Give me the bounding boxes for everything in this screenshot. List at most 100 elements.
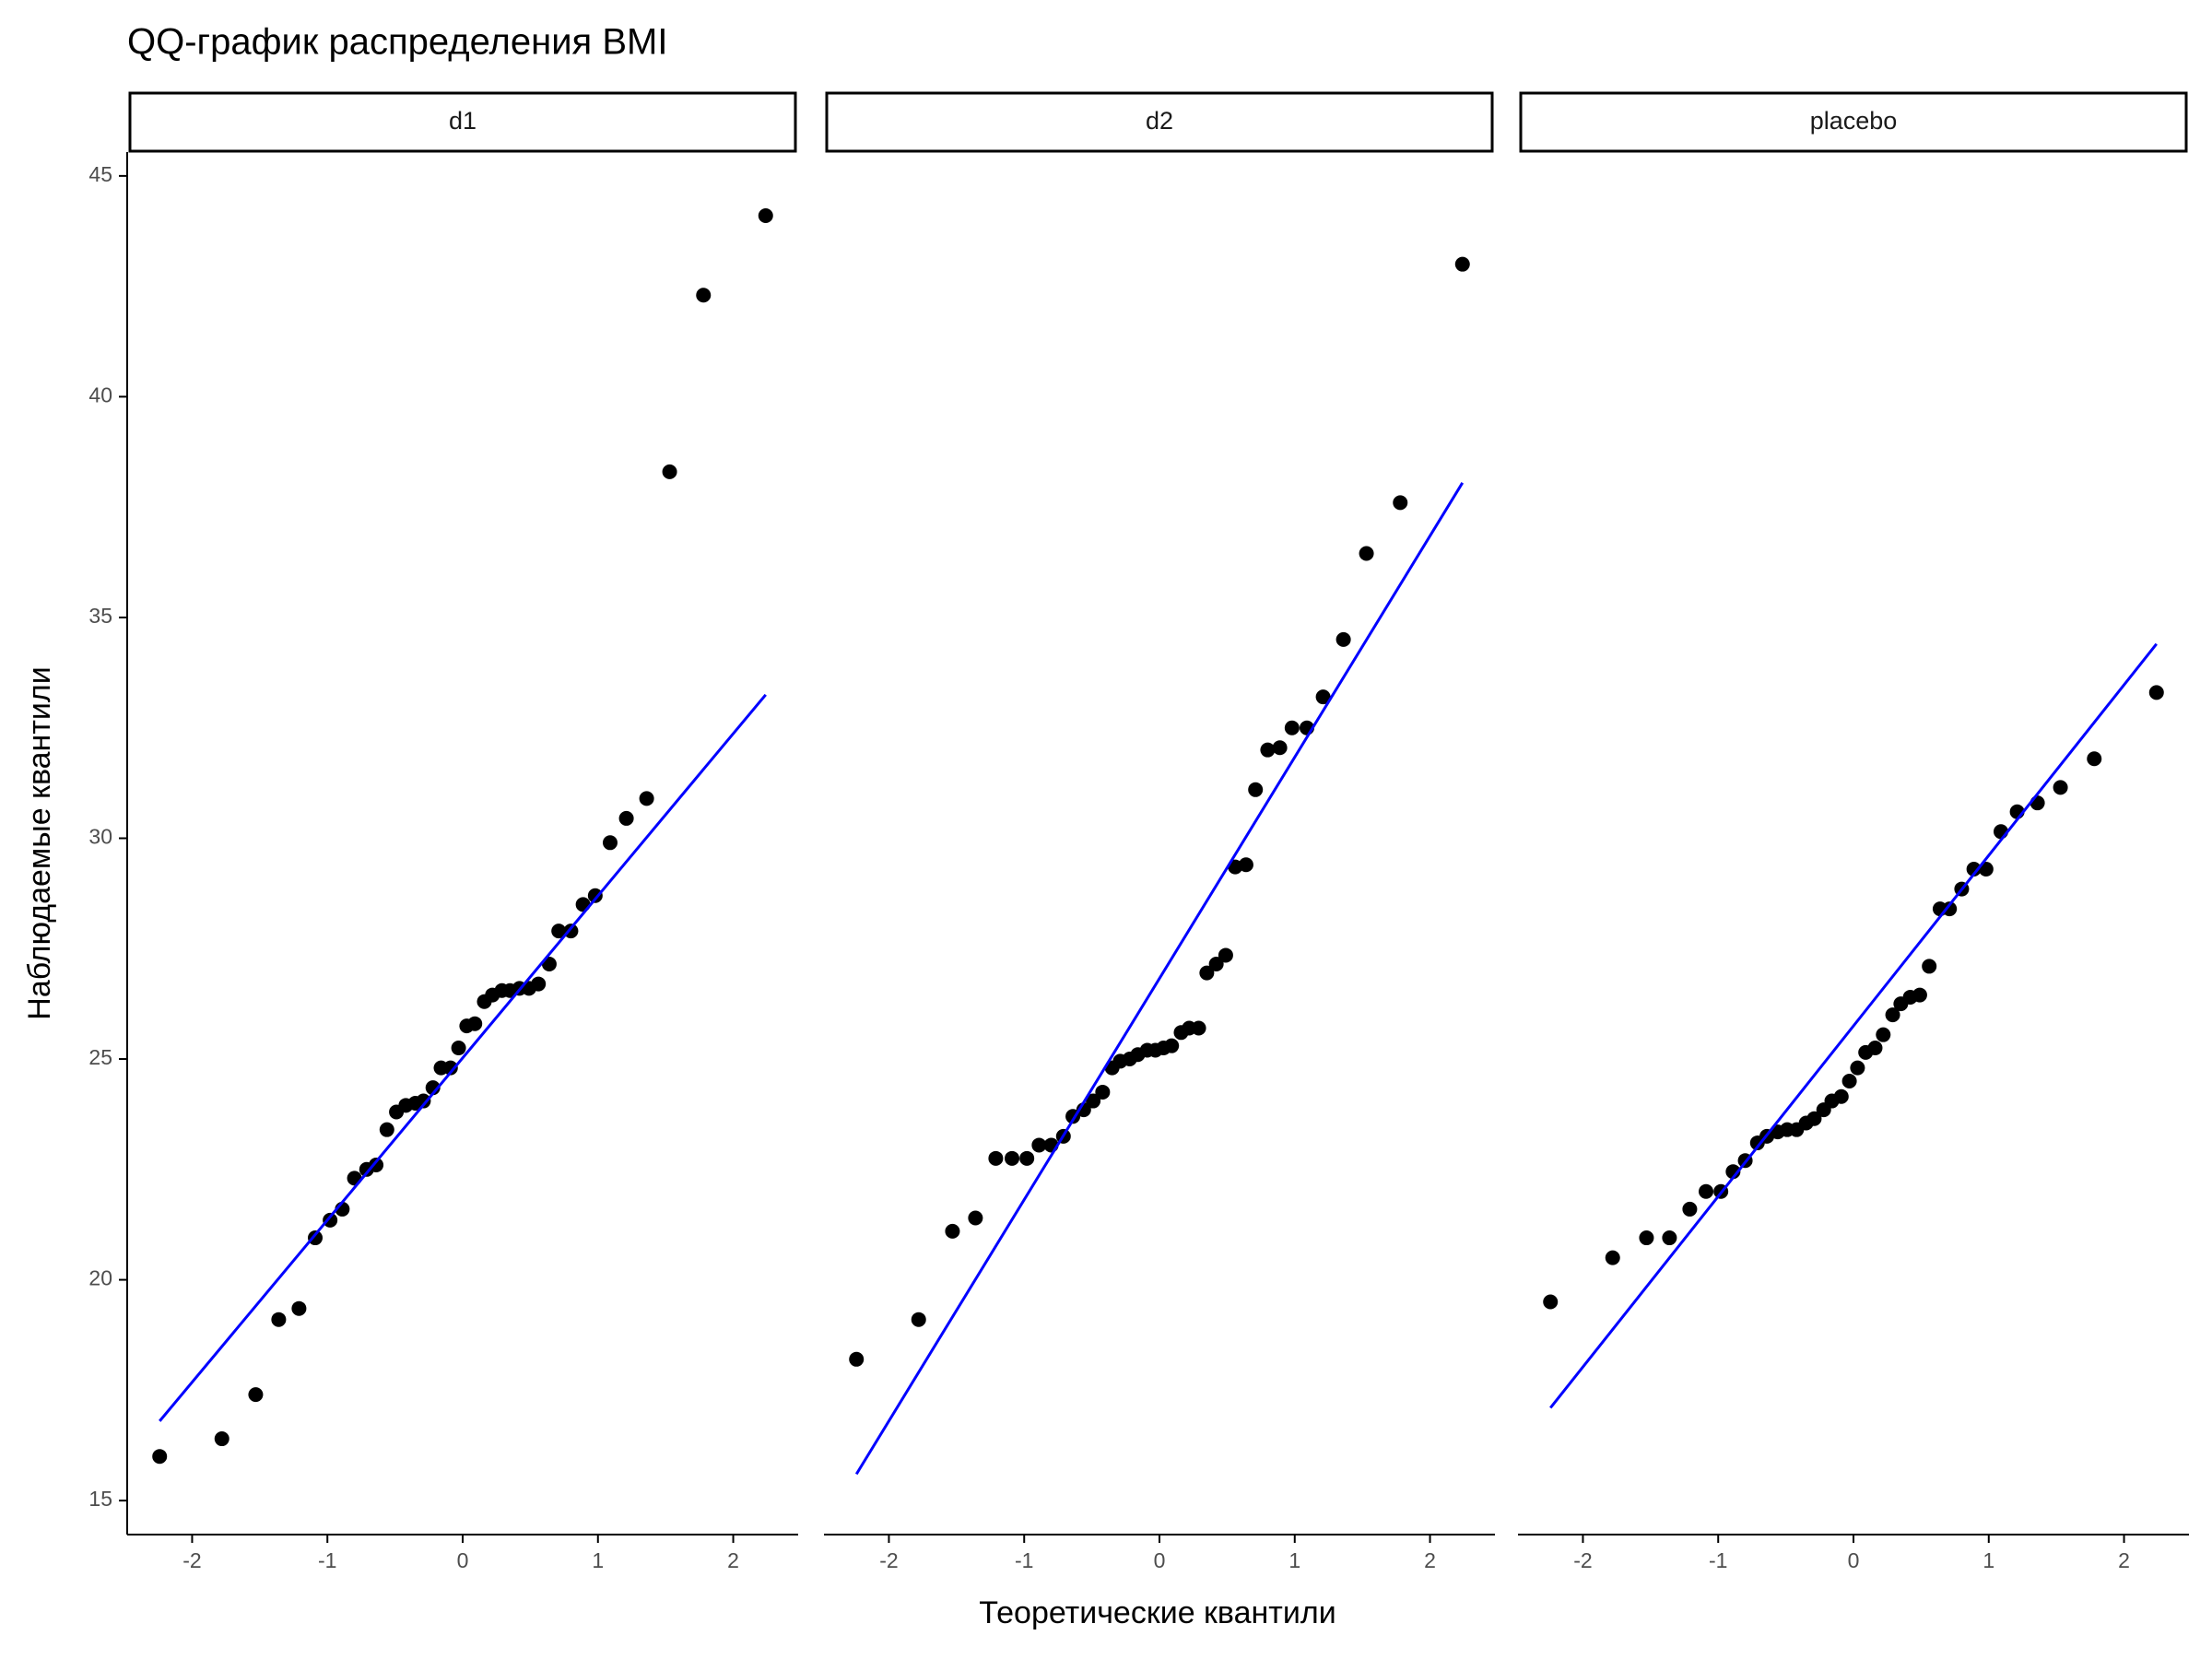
x-tick-label: 1 — [1983, 1548, 1994, 1572]
reference-line — [1549, 642, 2158, 1409]
qq-point — [1218, 947, 1233, 963]
reference-line — [854, 482, 1465, 1476]
x-tick-label: 0 — [1154, 1548, 1166, 1572]
qq-point — [1019, 1150, 1035, 1166]
chart-title: QQ-график распределения BMI — [127, 22, 667, 63]
x-tick-label: 1 — [592, 1548, 604, 1572]
qq-point — [369, 1158, 384, 1173]
facet-label: d2 — [1146, 107, 1173, 135]
qq-point — [1850, 1060, 1865, 1076]
facet-strip — [128, 91, 797, 153]
qq-point — [1335, 631, 1351, 647]
qq-point — [1833, 1088, 1849, 1104]
qq-point — [575, 897, 591, 912]
qq-point — [291, 1300, 307, 1316]
qq-point — [758, 207, 773, 223]
qq-point — [416, 1093, 431, 1109]
qq-point — [2030, 795, 2045, 811]
y-tick-label: 20 — [88, 1266, 112, 1290]
qq-point — [1208, 957, 1224, 972]
qq-point — [639, 791, 654, 806]
qq-point — [1885, 1007, 1900, 1023]
qq-point — [1699, 1183, 1714, 1199]
qq-point — [1806, 1111, 1822, 1126]
qq-point — [2087, 751, 2102, 767]
qq-point — [442, 1060, 458, 1076]
qq-point — [1639, 1230, 1654, 1246]
x-tick-label: -1 — [1709, 1548, 1727, 1572]
qq-point — [1191, 1020, 1206, 1036]
reference-line — [159, 693, 767, 1422]
x-tick-label: 1 — [1288, 1548, 1300, 1572]
qq-point — [323, 1212, 338, 1228]
qq-point — [968, 1210, 983, 1226]
qq-point — [425, 1080, 441, 1096]
y-axis-label: Наблюдаемые квантили — [22, 666, 57, 1019]
qq-point — [531, 976, 547, 992]
qq-point — [988, 1150, 1004, 1166]
qq-point — [587, 888, 603, 903]
qq-point — [1876, 1027, 1891, 1042]
qq-point — [1359, 546, 1374, 561]
qq-point — [911, 1312, 926, 1327]
qq-point — [271, 1312, 287, 1327]
qq-point — [379, 1122, 394, 1137]
qq-point — [1031, 1137, 1047, 1153]
qq-point — [1393, 495, 1408, 511]
y-tick-label: 40 — [88, 382, 112, 406]
qq-point — [1922, 959, 1937, 974]
qq-point — [1912, 987, 1927, 1003]
qq-point — [2053, 780, 2068, 795]
facet-label: d1 — [449, 107, 477, 135]
qq-point — [1095, 1084, 1111, 1100]
qq-point — [602, 835, 618, 851]
qq-point — [1725, 1164, 1741, 1180]
qq-point — [1942, 901, 1958, 917]
x-tick-label: 0 — [1848, 1548, 1860, 1572]
x-tick-label: 2 — [1424, 1548, 1436, 1572]
qq-point — [1272, 740, 1288, 756]
qq-point — [945, 1223, 960, 1239]
qq-point — [1966, 862, 1982, 877]
qq-point — [1682, 1201, 1698, 1217]
x-tick-label: -1 — [1015, 1548, 1033, 1572]
x-tick-label: -2 — [1573, 1548, 1592, 1572]
qq-point — [1164, 1038, 1180, 1053]
qq-point — [1005, 1150, 1020, 1166]
qq-point — [1662, 1230, 1677, 1246]
qq-point — [551, 924, 567, 939]
facet-strip — [825, 91, 1494, 153]
qq-point — [1248, 782, 1264, 797]
qq-point — [214, 1431, 229, 1447]
qq-point — [662, 464, 677, 479]
qq-point — [308, 1230, 324, 1246]
qq-point — [849, 1351, 865, 1367]
x-tick-label: 0 — [457, 1548, 469, 1572]
qq-point — [1605, 1250, 1620, 1265]
qq-point — [1086, 1093, 1101, 1109]
y-tick-label: 45 — [88, 162, 112, 186]
qq-point — [152, 1449, 168, 1465]
qq-point — [248, 1387, 264, 1403]
qq-point — [1543, 1294, 1559, 1310]
qq-point — [1260, 742, 1276, 758]
qq-point — [1284, 720, 1300, 735]
qq-point — [2148, 685, 2164, 700]
qq-point — [1238, 857, 1253, 873]
x-tick-label: 2 — [727, 1548, 739, 1572]
y-tick-label: 30 — [88, 825, 112, 849]
x-tick-label: -2 — [879, 1548, 898, 1572]
qq-point — [1867, 1041, 1883, 1056]
y-tick-label: 35 — [88, 604, 112, 628]
y-tick-label: 15 — [88, 1487, 112, 1511]
qq-point — [467, 1016, 483, 1031]
qq-point — [451, 1041, 466, 1056]
x-tick-label: 2 — [2118, 1548, 2130, 1572]
qq-point — [1199, 965, 1215, 981]
x-tick-label: -1 — [318, 1548, 336, 1572]
qq-point — [618, 810, 634, 826]
x-axis-label: Теоретические квантили — [979, 1595, 1335, 1630]
facet-strip — [1519, 91, 2188, 153]
x-tick-label: -2 — [182, 1548, 201, 1572]
